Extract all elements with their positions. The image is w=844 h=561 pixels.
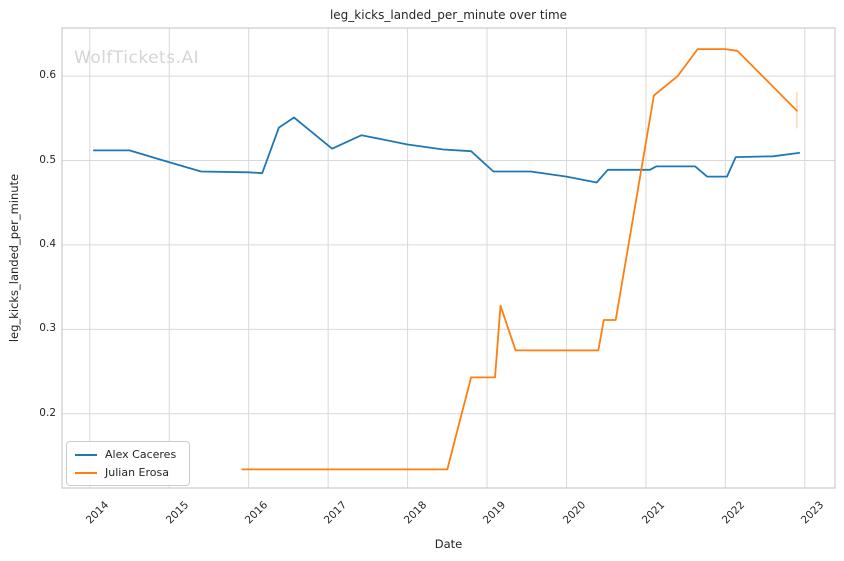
legend-item-julian-erosa: Julian Erosa xyxy=(75,466,181,479)
y-axis-label: leg_kicks_landed_per_minute xyxy=(7,173,21,343)
series-line-alex-caceres xyxy=(92,116,801,184)
legend: Alex Caceres Julian Erosa xyxy=(66,441,190,486)
watermark: WolfTickets.AI xyxy=(74,48,200,68)
chart-title: leg_kicks_landed_per_minute over time xyxy=(329,8,568,22)
legend-line-swatch-blue xyxy=(75,453,97,456)
x-axis-label: Date xyxy=(434,537,463,551)
y-tick-label: 0.4 xyxy=(39,237,56,250)
legend-line-swatch-orange xyxy=(75,471,97,474)
series-line-julian-erosa xyxy=(241,48,798,471)
y-tick-label: 0.5 xyxy=(39,153,56,166)
y-tick-label: 0.6 xyxy=(39,69,56,82)
y-tick-label: 0.2 xyxy=(39,406,56,419)
y-tick-label: 0.3 xyxy=(39,322,56,335)
legend-label: Alex Caceres xyxy=(105,448,177,461)
plot-border xyxy=(61,27,836,489)
legend-item-alex-caceres: Alex Caceres xyxy=(75,448,181,461)
legend-label: Julian Erosa xyxy=(105,466,169,479)
